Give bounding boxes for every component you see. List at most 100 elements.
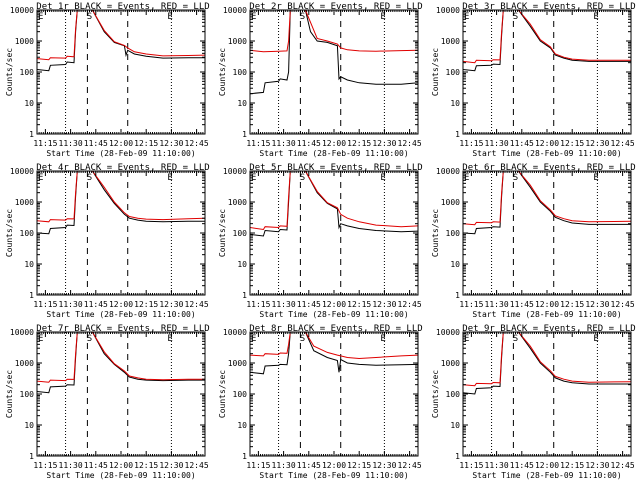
plot-data — [250, 10, 418, 95]
marker-label-e: E — [251, 334, 256, 344]
y-tick-label: 10 — [24, 260, 34, 269]
x-tick-label: 11:30 — [272, 139, 296, 148]
x-tick-label: 11:30 — [59, 139, 83, 148]
plot-frame — [249, 9, 419, 135]
y-axis-label: Counts/sec — [218, 48, 227, 96]
y-tick-label: 10 — [450, 99, 460, 108]
y-tick-label: 1 — [455, 130, 460, 139]
x-tick-label: 12:00 — [109, 461, 133, 470]
x-tick-label: 11:45 — [84, 139, 108, 148]
panel-det-3r: 11:15 11:30 11:45 12:00 12:15 12:30 12:45 1 10 10… — [431, 2, 636, 158]
marker-label-e: E — [380, 334, 385, 344]
x-tick-label: 12:30 — [585, 461, 609, 470]
y-tick-label: 10000 — [223, 328, 247, 337]
panel-title: Det 9r BLACK = Events, RED = LLD — [462, 324, 635, 334]
series-lld-line — [37, 171, 205, 223]
marker-label-s: S — [300, 12, 305, 22]
marker-label-e: E — [593, 12, 598, 22]
x-tick-label: 11:45 — [84, 461, 108, 470]
x-tick-label: 11:15 — [33, 300, 57, 309]
y-tick-label: 1 — [242, 291, 247, 300]
plot-frame — [462, 9, 632, 135]
plot-data — [37, 10, 205, 72]
marker-label-e: E — [38, 173, 43, 183]
series-events-line — [250, 171, 418, 237]
y-tick-label: 1000 — [441, 359, 460, 368]
x-tick-label: 12:45 — [398, 139, 422, 148]
x-tick-label: 11:15 — [246, 300, 270, 309]
marker-label-e: E — [593, 334, 598, 344]
x-tick-label: 12:15 — [134, 461, 158, 470]
marker-label-s: S — [87, 173, 92, 183]
plot-frame — [249, 170, 419, 296]
y-axis-label: Counts/sec — [218, 209, 227, 257]
marker-label-s: S — [87, 334, 92, 344]
y-tick-label: 10 — [450, 421, 460, 430]
plot-data — [463, 10, 631, 72]
y-tick-label: 1 — [29, 130, 34, 139]
marker-label-e: E — [464, 334, 469, 344]
x-tick-label: 11:30 — [485, 461, 509, 470]
x-tick-label: 12:15 — [347, 139, 371, 148]
x-tick-label: 11:30 — [59, 461, 83, 470]
x-tick-label: 12:45 — [185, 139, 209, 148]
y-tick-label: 100 — [233, 390, 248, 399]
panel-det-8r: 11:15 11:30 11:45 12:00 12:15 12:30 12:45 1 10 10… — [218, 324, 423, 480]
plot-frame — [36, 170, 206, 296]
x-tick-label: 12:00 — [535, 139, 559, 148]
y-tick-label: 1000 — [228, 359, 247, 368]
panel-title: Det 1r BLACK = Events, RED = LLD — [36, 2, 209, 12]
x-tick-label: 12:15 — [560, 300, 584, 309]
x-axis-label: Start Time (28-Feb-09 11:10:00) — [46, 471, 195, 480]
x-tick-label: 11:15 — [33, 461, 57, 470]
panel-det-7r: 11:15 11:30 11:45 12:00 12:15 12:30 12:45 1 10 10… — [5, 324, 210, 480]
x-tick-label: 12:00 — [535, 300, 559, 309]
series-lld-line — [37, 332, 205, 383]
y-tick-label: 1 — [242, 130, 247, 139]
plot-frame — [462, 331, 632, 457]
marker-label-e: E — [593, 173, 598, 183]
series-lld-line — [463, 10, 631, 64]
y-axis-label: Counts/sec — [5, 370, 14, 418]
x-tick-label: 12:00 — [109, 139, 133, 148]
y-tick-label: 10000 — [436, 328, 460, 337]
y-tick-label: 10 — [24, 99, 34, 108]
plot-frame — [36, 9, 206, 135]
x-tick-label: 12:45 — [185, 461, 209, 470]
series-events-line — [37, 332, 205, 394]
plot-data — [250, 332, 418, 375]
plot-frame — [462, 170, 632, 296]
x-axis-label: Start Time (28-Feb-09 11:10:00) — [472, 310, 621, 319]
x-tick-label: 11:15 — [459, 300, 483, 309]
marker-label-e: E — [167, 173, 172, 183]
x-tick-label: 12:15 — [347, 461, 371, 470]
series-events-line — [463, 332, 631, 395]
series-lld-line — [37, 10, 205, 61]
x-tick-label: 12:30 — [372, 139, 396, 148]
x-tick-label: 12:45 — [185, 300, 209, 309]
plot-data — [37, 332, 205, 394]
marker-label-e: E — [464, 173, 469, 183]
y-tick-label: 10000 — [223, 167, 247, 176]
x-tick-label: 11:15 — [246, 461, 270, 470]
marker-label-s: S — [513, 12, 518, 22]
y-axis-label: Counts/sec — [431, 209, 440, 257]
x-tick-label: 11:15 — [246, 139, 270, 148]
y-tick-label: 10 — [237, 99, 247, 108]
panel-det-9r: 11:15 11:30 11:45 12:00 12:15 12:30 12:45 1 10 10… — [431, 324, 636, 480]
series-lld-line — [250, 10, 418, 53]
series-lld-line — [463, 332, 631, 387]
x-tick-label: 11:30 — [272, 461, 296, 470]
y-tick-label: 1 — [455, 452, 460, 461]
y-tick-label: 100 — [20, 68, 35, 77]
x-axis-label: Start Time (28-Feb-09 11:10:00) — [259, 310, 408, 319]
y-tick-label: 1 — [29, 452, 34, 461]
x-tick-label: 12:45 — [398, 300, 422, 309]
y-axis-label: Counts/sec — [431, 370, 440, 418]
x-tick-label: 12:00 — [322, 461, 346, 470]
panel-det-1r: 11:15 11:30 11:45 12:00 12:15 12:30 12:45 1 10 10… — [5, 2, 210, 158]
x-tick-label: 11:30 — [272, 300, 296, 309]
series-events-line — [37, 10, 205, 72]
plot-data — [463, 171, 631, 235]
